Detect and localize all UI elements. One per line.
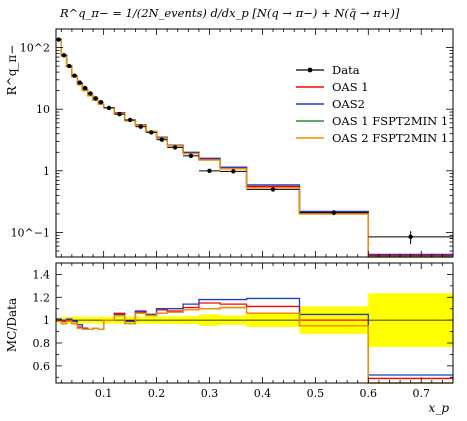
main-y-label: R^q_π−: [5, 45, 19, 96]
legend-entry: Data: [296, 63, 360, 77]
legend-label: OAS 2 FSPT2MIN 1: [332, 131, 448, 145]
data-point: [77, 80, 83, 85]
data-point: [103, 105, 115, 111]
data-point: [183, 153, 199, 159]
x-axis-label: x_p: [429, 401, 450, 415]
data-point: [114, 111, 125, 117]
data-marker: [138, 124, 143, 129]
data-point: [368, 231, 453, 245]
legend-entry: OAS 1 FSPT2MIN 1: [296, 114, 448, 128]
legend-entry: OAS2: [296, 97, 365, 111]
data-marker: [270, 187, 276, 192]
ratio-series-oas2: [56, 297, 453, 376]
data-point: [135, 124, 146, 129]
legend: Data OAS 1 OAS2 OAS 1 FSPT2MIN 1 OAS 2 FSPT2…: [296, 63, 448, 145]
y-tick-label: 1: [43, 165, 50, 178]
x-tick-label: 0.4: [254, 387, 272, 400]
ratio-y-label: MC/Data: [5, 298, 19, 352]
chart-title: R^q_π− = 1/(2N_events) d/dx_p [N(q → π−)…: [59, 6, 400, 20]
legend-label: Data: [332, 63, 360, 77]
data-marker: [88, 91, 93, 96]
data-point: [299, 210, 369, 216]
data-marker: [159, 137, 165, 142]
data-marker: [188, 153, 194, 159]
data-marker: [61, 53, 67, 58]
data-marker: [149, 130, 154, 135]
data-point: [220, 169, 247, 174]
legend-marker: [307, 67, 313, 73]
y-tick-label: 10^2: [20, 42, 50, 55]
data-point: [198, 168, 221, 174]
data-marker: [331, 210, 337, 215]
data-marker: [98, 99, 104, 105]
data-point: [93, 96, 99, 101]
main-panel: 10^−1 1 10 10^2: [11, 28, 454, 258]
data-point: [124, 117, 136, 123]
ratio-panel: 0.1 0.2 0.3 0.4 0.5 0.6 0.7 0.6 0.8 1 1.2 1.4: [33, 262, 454, 400]
ratio-y-tick-label: 1.4: [33, 268, 51, 281]
ratio-y-tick-label: 0.8: [33, 337, 51, 350]
legend-label: OAS 1: [332, 80, 369, 94]
data-point: [246, 187, 300, 192]
data-point: [167, 145, 184, 150]
data-marker: [231, 169, 236, 174]
data-marker: [56, 37, 61, 42]
data-point: [56, 37, 62, 42]
legend-entry: OAS 1: [296, 80, 369, 94]
data-point: [71, 73, 78, 78]
series-oas-1: [56, 38, 453, 257]
legend-entry: OAS 2 FSPT2MIN 1: [296, 131, 448, 145]
x-tick-label: 0.5: [307, 387, 325, 400]
x-tick-label: 0.6: [360, 387, 378, 400]
data-marker: [172, 145, 178, 150]
y-tick-label: 10: [36, 103, 50, 116]
data-point: [61, 53, 67, 58]
data-marker: [106, 105, 112, 111]
data-point: [156, 137, 168, 142]
x-tick-label: 0.3: [201, 387, 219, 400]
data-marker: [127, 117, 133, 123]
data-point: [145, 130, 157, 135]
data-point: [66, 63, 72, 69]
x-tick-label: 0.2: [148, 387, 166, 400]
data-marker: [207, 168, 212, 174]
series-oas-2-fspt2min-1: [56, 39, 453, 258]
ratio-frame: [55, 262, 454, 384]
ratio-y-tick-label: 0.6: [33, 360, 51, 373]
data-marker: [408, 234, 413, 240]
data-marker: [82, 85, 88, 91]
main-frame: [55, 28, 454, 258]
data-point: [98, 99, 104, 105]
x-tick-label: 0.1: [95, 387, 113, 400]
data-marker: [77, 80, 83, 85]
ratio-series-oas-2-fspt2min-1: [56, 306, 453, 384]
series-oas-1-fspt2min-1: [56, 39, 453, 258]
y-tick-label: 10^−1: [11, 226, 50, 239]
data-marker: [117, 111, 122, 117]
ratio-y-tick-label: 1.2: [33, 291, 51, 304]
x-tick-label: 0.7: [412, 387, 430, 400]
data-marker: [93, 96, 98, 101]
ratio-y-tick-label: 1: [43, 314, 50, 327]
legend-label: OAS 1 FSPT2MIN 1: [332, 114, 448, 128]
data-marker: [67, 63, 72, 69]
data-point: [87, 91, 94, 96]
series-oas2: [56, 38, 453, 256]
legend-label: OAS2: [332, 97, 365, 111]
data-marker: [72, 73, 77, 78]
data-point: [82, 85, 88, 91]
